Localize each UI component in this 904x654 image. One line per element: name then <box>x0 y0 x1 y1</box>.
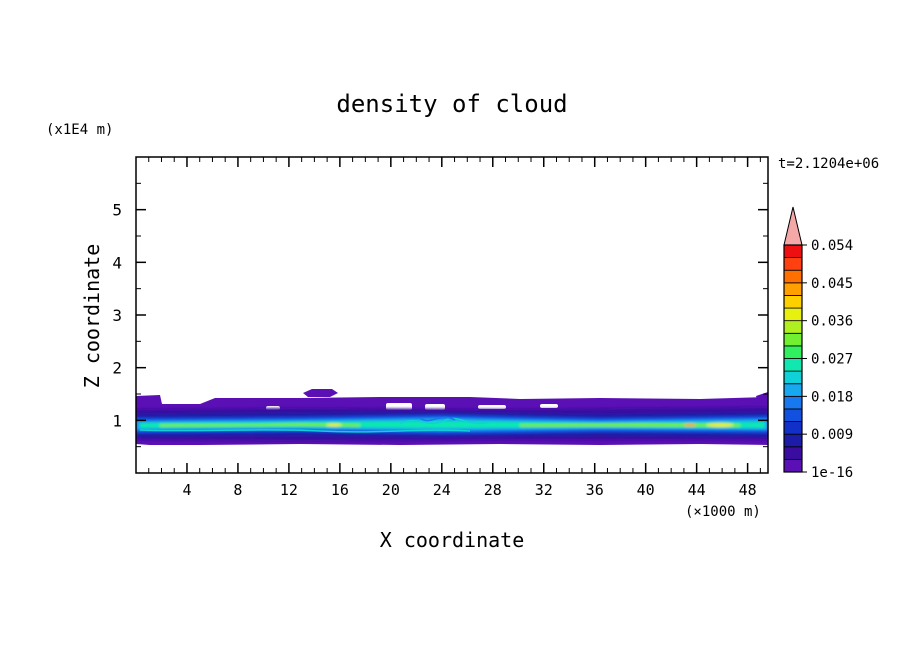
x-tick-label: 16 <box>331 481 349 499</box>
x-tick-label: 44 <box>688 481 706 499</box>
field-patch-1 <box>303 389 338 397</box>
y-tick-label: 2 <box>112 359 122 378</box>
y-tick-label: 4 <box>112 253 122 272</box>
colorbar-swatch <box>783 244 803 259</box>
colorbar-swatch <box>783 257 803 271</box>
y-axis-label: Z coordinate <box>80 244 104 389</box>
y-tick-label: 1 <box>112 411 122 430</box>
x-tick-label: 40 <box>637 481 655 499</box>
chart-title: density of cloud <box>336 90 567 118</box>
colorbar-swatch <box>783 345 803 359</box>
x-tick-label: 24 <box>433 481 451 499</box>
x-tick-label: 20 <box>382 481 400 499</box>
colorbar-swatch <box>783 332 803 347</box>
field-contours <box>139 416 491 433</box>
y-tick-label: 5 <box>112 201 122 220</box>
x-tick-label: 32 <box>535 481 553 499</box>
colorbar-tick-label: 0.054 <box>811 238 853 254</box>
colorbar-tick-label: 0.036 <box>811 314 853 330</box>
colorbar-swatch <box>783 320 803 334</box>
x-tick-label: 36 <box>586 481 604 499</box>
colorbar-swatch <box>783 383 803 397</box>
x-tick-label: 48 <box>739 481 757 499</box>
x-axis-label: X coordinate <box>380 528 525 552</box>
colorbar-swatch <box>783 408 803 422</box>
colorbar-swatch <box>783 421 803 435</box>
colorbar-tick-label: 0.009 <box>811 427 853 443</box>
time-label: t=2.1204e+06 <box>778 156 879 172</box>
colorbar-swatch <box>783 358 803 372</box>
y-tick-label: 3 <box>112 306 122 325</box>
colorbar-tick-label: 0.018 <box>811 389 853 405</box>
field-patch-2 <box>756 392 768 404</box>
x-tick-label: 8 <box>233 481 242 499</box>
colorbar-swatch <box>783 446 803 460</box>
density-field <box>136 389 768 445</box>
colorbar-tick-label: 0.045 <box>811 276 853 292</box>
y-unit-label: (x1E4 m) <box>46 122 113 138</box>
x-unit-label: (×1000 m) <box>685 504 761 520</box>
field-bands <box>136 407 768 441</box>
colorbar: 1e-16 0.009 0.018 0.027 0.036 0.045 0.054 <box>783 206 853 481</box>
colorbar-tick-label: 1e-16 <box>811 465 853 481</box>
colorbar-swatch <box>783 370 803 385</box>
colorbar-swatch <box>783 282 803 296</box>
colorbar-swatch <box>783 307 803 322</box>
colorbar-swatch <box>783 269 803 284</box>
colorbar-swatch <box>783 395 803 410</box>
x-tick-label: 4 <box>182 481 191 499</box>
colorbar-swatch <box>783 458 803 473</box>
colorbar-extend-arrow <box>783 206 803 246</box>
colorbar-swatch <box>783 295 803 309</box>
x-tick-label: 28 <box>484 481 502 499</box>
colorbar-tick-label: 0.027 <box>811 352 853 368</box>
x-tick-label: 12 <box>280 481 298 499</box>
colorbar-swatch <box>783 433 803 448</box>
